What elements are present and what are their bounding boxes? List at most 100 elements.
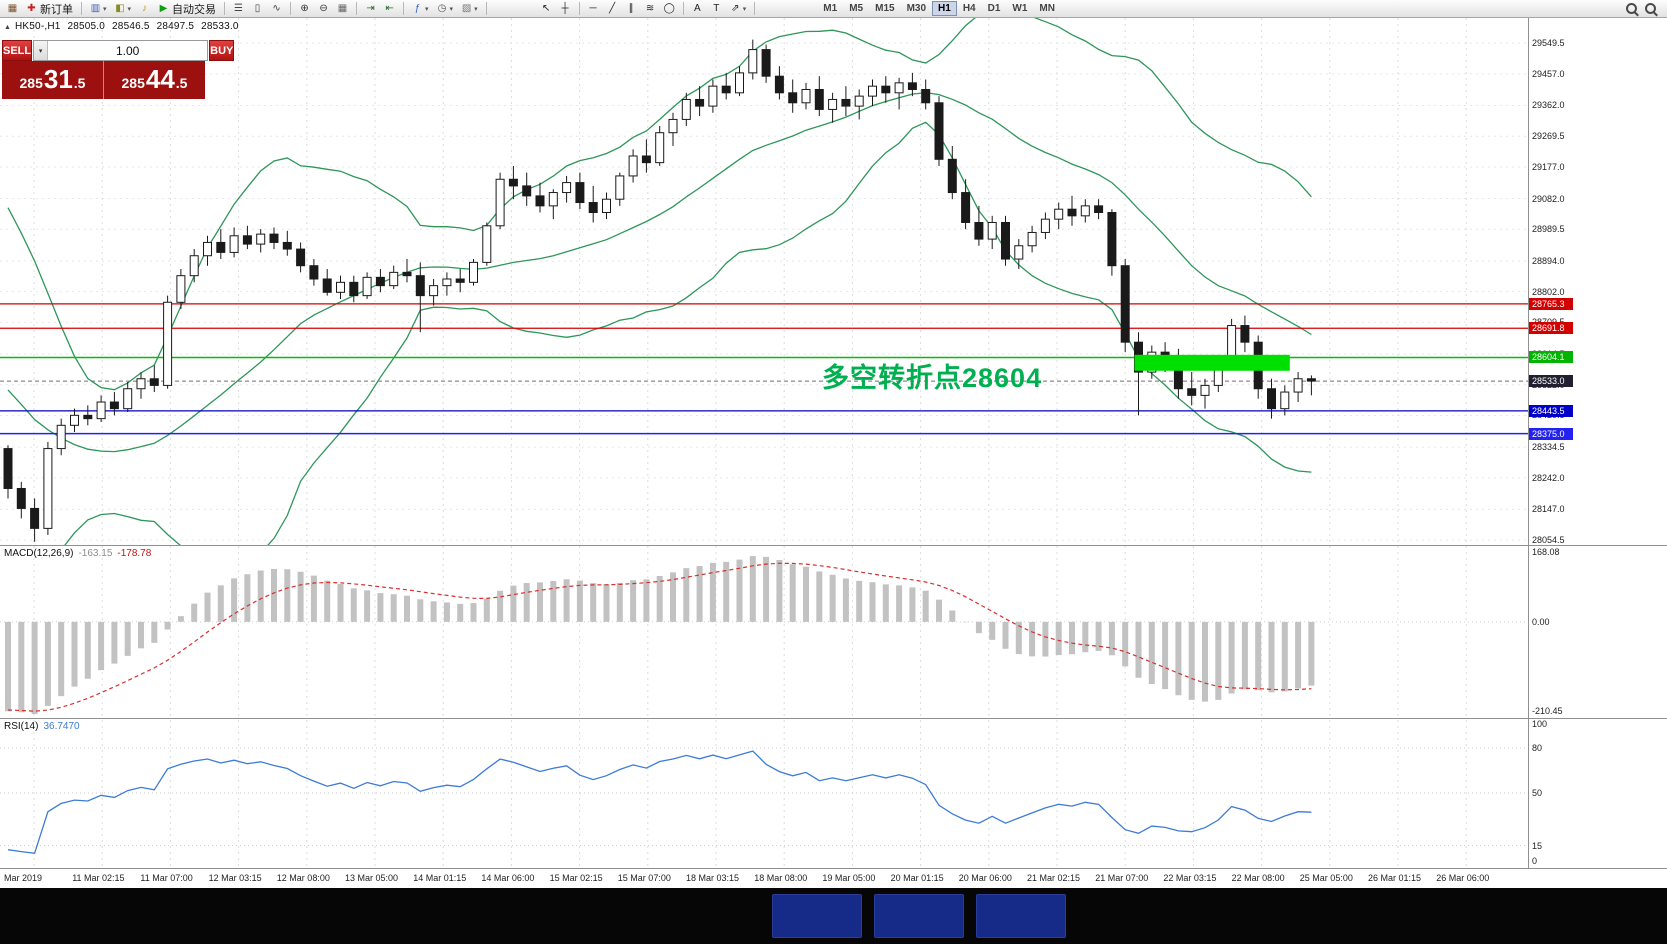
- toolbar-separator: [682, 2, 684, 15]
- price-axis-label: 29457.0: [1532, 68, 1565, 79]
- auto-scroll-button[interactable]: ⇥: [361, 1, 380, 17]
- toolbar-separator: [754, 2, 756, 15]
- rsi-axis-label: 50: [1532, 788, 1543, 798]
- time-axis-label: 21 Mar 07:00: [1095, 873, 1149, 883]
- toolbar: ▦ ✚ 新订单 ▥ ▾ ◧ ▾ ♪ ▶ 自动交易 ☰ ▯ ∿ ⊕ ⊖ ▦ ⇥ ⇤ ƒ ▾ ◷ ▾ ▧ ▾ ↖ ┼ ─ ╱ ∥ ≋ ◯ A T ⇗ ▾…: [0, 0, 1667, 18]
- grid-button[interactable]: ▦: [333, 1, 352, 17]
- periods-icon: ◷: [437, 2, 447, 14]
- alerts-button[interactable]: ♪: [135, 1, 154, 17]
- templates-button[interactable]: ▧ ▾: [457, 1, 482, 17]
- zoom-out-button[interactable]: ⊖: [314, 1, 333, 17]
- volume-input[interactable]: [48, 41, 208, 60]
- price-axis-label: 29269.5: [1532, 131, 1565, 142]
- fibonacci-button[interactable]: ≋: [641, 1, 660, 17]
- price-axis-label: 28894.0: [1532, 256, 1565, 267]
- profiles-button[interactable]: ◧ ▾: [111, 1, 136, 17]
- toolbar-separator: [578, 2, 580, 15]
- toolbar-separator: [224, 2, 226, 15]
- volume-dropdown-button[interactable]: [34, 41, 49, 60]
- indicators-button[interactable]: ƒ ▾: [408, 1, 433, 17]
- timeframe-w1-button[interactable]: W1: [1006, 1, 1033, 16]
- candlestick-chart-icon: ▯: [254, 2, 261, 14]
- toolbar-separator: [290, 2, 292, 15]
- periods-button[interactable]: ◷ ▾: [433, 1, 458, 17]
- rsi-indicator-label: RSI(14) 36.7470: [4, 721, 80, 732]
- candlestick-chart-button[interactable]: ▯: [248, 1, 267, 17]
- toolbar-separator: [356, 2, 358, 15]
- taskbar-window-button[interactable]: [772, 894, 862, 938]
- ellipse-button[interactable]: ◯: [660, 1, 679, 17]
- timeframe-h4-button[interactable]: H4: [957, 1, 982, 16]
- alerts-icon: ♪: [142, 2, 148, 14]
- buy-button[interactable]: BUY: [209, 40, 235, 61]
- chart-type-group: ☰ ▯ ∿: [229, 1, 286, 17]
- symbol-header: HK50-,H1 28505.0 28546.5 28497.5 28533.0: [15, 21, 243, 32]
- price-level-tag: 28443.5: [1529, 404, 1573, 417]
- trendline-icon: ╱: [609, 2, 616, 14]
- toolbar-separator: [485, 2, 487, 15]
- panels-group: ▥ ▾ ◧ ▾ ♪ ▶ 自动交易: [86, 1, 220, 17]
- timeframe-d1-button[interactable]: D1: [982, 1, 1007, 16]
- ellipse-icon: ◯: [663, 2, 675, 14]
- magnifier-icon: [1626, 3, 1637, 14]
- dropdown-arrow-icon: ▾: [449, 5, 454, 13]
- taskbar-window-button[interactable]: [976, 894, 1066, 938]
- autotrading-button[interactable]: ▶ 自动交易: [154, 1, 220, 17]
- time-axis-label: 19 Mar 05:00: [822, 873, 876, 883]
- timeframe-m1-button[interactable]: M1: [817, 1, 843, 16]
- text-button[interactable]: A: [688, 1, 707, 17]
- macd-axis-label: -210.45: [1532, 706, 1563, 716]
- bar-chart-button[interactable]: ☰: [229, 1, 248, 17]
- trendline-button[interactable]: ╱: [603, 1, 622, 17]
- new-order-button[interactable]: ✚ 新订单: [22, 1, 77, 17]
- dropdown-arrow-icon: ▾: [742, 5, 747, 13]
- toolbar-button-label: 新订单: [40, 3, 73, 16]
- arrow-tools-icon: ⇗: [731, 2, 740, 14]
- timeframe-h1-button[interactable]: H1: [932, 1, 957, 16]
- time-axis-label: 26 Mar 01:15: [1368, 873, 1422, 883]
- bar-chart-icon: ☰: [234, 2, 244, 14]
- crosshair-icon: ┼: [561, 2, 569, 14]
- rsi-axis-label: 15: [1532, 840, 1543, 851]
- crosshair-button[interactable]: ┼: [556, 1, 575, 17]
- price-axis-label: 28147.0: [1532, 504, 1565, 515]
- rsi-name: RSI(14): [4, 721, 39, 732]
- buy-price-display[interactable]: 285 44.5: [104, 61, 205, 99]
- horizontal-line-icon: ─: [589, 2, 597, 14]
- timeframe-mn-button[interactable]: MN: [1033, 1, 1061, 16]
- time-axis-label: 11 Mar 07:00: [140, 873, 193, 883]
- timeframe-m5-button[interactable]: M5: [843, 1, 869, 16]
- price-level-tag: 28765.3: [1529, 297, 1573, 310]
- taskbar-window-button[interactable]: [874, 894, 964, 938]
- time-axis-label: 15 Mar 02:15: [549, 873, 603, 883]
- dropdown-arrow-icon: ▾: [474, 5, 478, 13]
- dropdown-arrow-icon: ▾: [425, 5, 429, 13]
- sell-button[interactable]: SELL: [2, 40, 33, 61]
- symbol-search-button[interactable]: [1641, 1, 1660, 17]
- price-digits: 44: [145, 64, 175, 94]
- new-chart-button[interactable]: ▦: [3, 1, 22, 17]
- time-axis-label: 18 Mar 03:15: [686, 873, 740, 883]
- sell-price-display[interactable]: 285 31.5: [2, 61, 104, 99]
- price-digits: 285: [19, 75, 43, 91]
- indicators-icon: ƒ: [414, 2, 421, 14]
- equidistant-channel-button[interactable]: ∥: [622, 1, 641, 17]
- timeframe-m15-button[interactable]: M15: [869, 1, 900, 16]
- time-axis-label: 18 Mar 08:00: [754, 873, 808, 883]
- templates-icon: ▧: [461, 2, 472, 14]
- timeframe-m30-button[interactable]: M30: [901, 1, 932, 16]
- line-chart-button[interactable]: ∿: [267, 1, 286, 17]
- horizontal-line-button[interactable]: ─: [584, 1, 603, 17]
- zoom-in-button[interactable]: ⊕: [295, 1, 314, 17]
- macd-axis-label: 0.00: [1532, 616, 1550, 627]
- charts-button[interactable]: ▥ ▾: [86, 1, 111, 17]
- macd-signal-value: -178.78: [117, 548, 152, 559]
- cursor-button[interactable]: ↖: [537, 1, 556, 17]
- price-axis-label: 28989.5: [1532, 224, 1565, 235]
- arrow-tools-button[interactable]: ⇗ ▾: [726, 1, 751, 17]
- one-click-panel-toggle-icon[interactable]: [4, 24, 11, 31]
- chart-canvas[interactable]: [0, 18, 1667, 868]
- chart-shift-button[interactable]: ⇤: [380, 1, 399, 17]
- zoom-search-button[interactable]: [1622, 1, 1641, 17]
- text-label-button[interactable]: T: [707, 1, 726, 17]
